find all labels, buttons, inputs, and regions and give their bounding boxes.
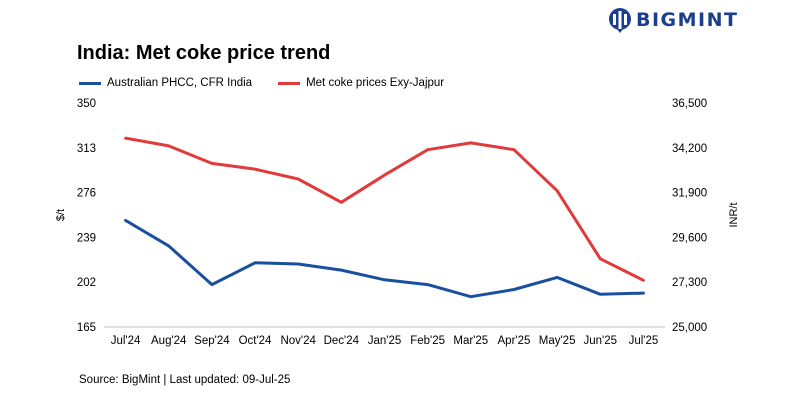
brand-logo: BIGMINT — [608, 6, 739, 34]
legend-swatch-metcoke — [278, 81, 301, 85]
y-tick-label-right: 29,600 — [672, 232, 707, 244]
y-tick-label-left: 165 — [77, 322, 96, 334]
bigmint-logo-icon — [609, 8, 631, 33]
legend-swatch-phcc — [79, 81, 101, 85]
legend-item-metcoke: Met coke prices Exy-Jajpur — [278, 77, 444, 89]
legend-item-phcc: Australian PHCC, CFR India — [79, 77, 252, 89]
y-tick-label-left: 313 — [77, 143, 96, 155]
legend-label-phcc: Australian PHCC, CFR India — [107, 77, 253, 89]
x-tick-label: Sep'24 — [194, 335, 230, 347]
series-line-metcoke — [124, 136, 645, 282]
y-tick-label-right: 27,300 — [672, 277, 707, 289]
chart-title: India: Met coke price trend — [77, 42, 331, 64]
y-tick-label-right: 36,500 — [672, 98, 707, 110]
x-tick-label: Jul'24 — [111, 335, 141, 347]
y-tick-label-right: 31,900 — [672, 188, 707, 200]
x-tick-label: May'25 — [539, 335, 576, 347]
y-axis-title-right: INR/t — [728, 202, 740, 227]
x-tick-label: Aug'24 — [151, 335, 187, 347]
y-tick-label-right: 34,200 — [672, 143, 707, 155]
x-tick-label: Nov'24 — [280, 335, 316, 347]
x-tick-label: Jan'25 — [368, 335, 402, 347]
x-tick-label: Jul'25 — [629, 335, 659, 347]
y-tick-label-left: 239 — [77, 232, 96, 244]
x-tick-label: Mar'25 — [453, 335, 488, 347]
source-note: Source: BigMint | Last updated: 09-Jul-2… — [79, 374, 291, 386]
x-tick-label: Feb'25 — [410, 335, 445, 347]
y-tick-label-right: 25,000 — [672, 322, 707, 334]
x-tick-label: Jun'25 — [584, 335, 618, 347]
y-axis-title-left: $/t — [55, 209, 67, 221]
brand-name: BIGMINT — [636, 9, 739, 31]
x-tick-label: Dec'24 — [324, 335, 360, 347]
y-tick-label-left: 276 — [77, 188, 96, 200]
y-tick-label-left: 202 — [77, 277, 96, 289]
y-tick-label-left: 350 — [77, 98, 96, 110]
chart-legend: Australian PHCC, CFR India Met coke pric… — [79, 77, 470, 89]
x-tick-label: Apr'25 — [498, 335, 531, 347]
series-line-phcc — [124, 218, 645, 299]
x-tick-label: Oct'24 — [239, 335, 272, 347]
legend-label-metcoke: Met coke prices Exy-Jajpur — [306, 77, 445, 89]
